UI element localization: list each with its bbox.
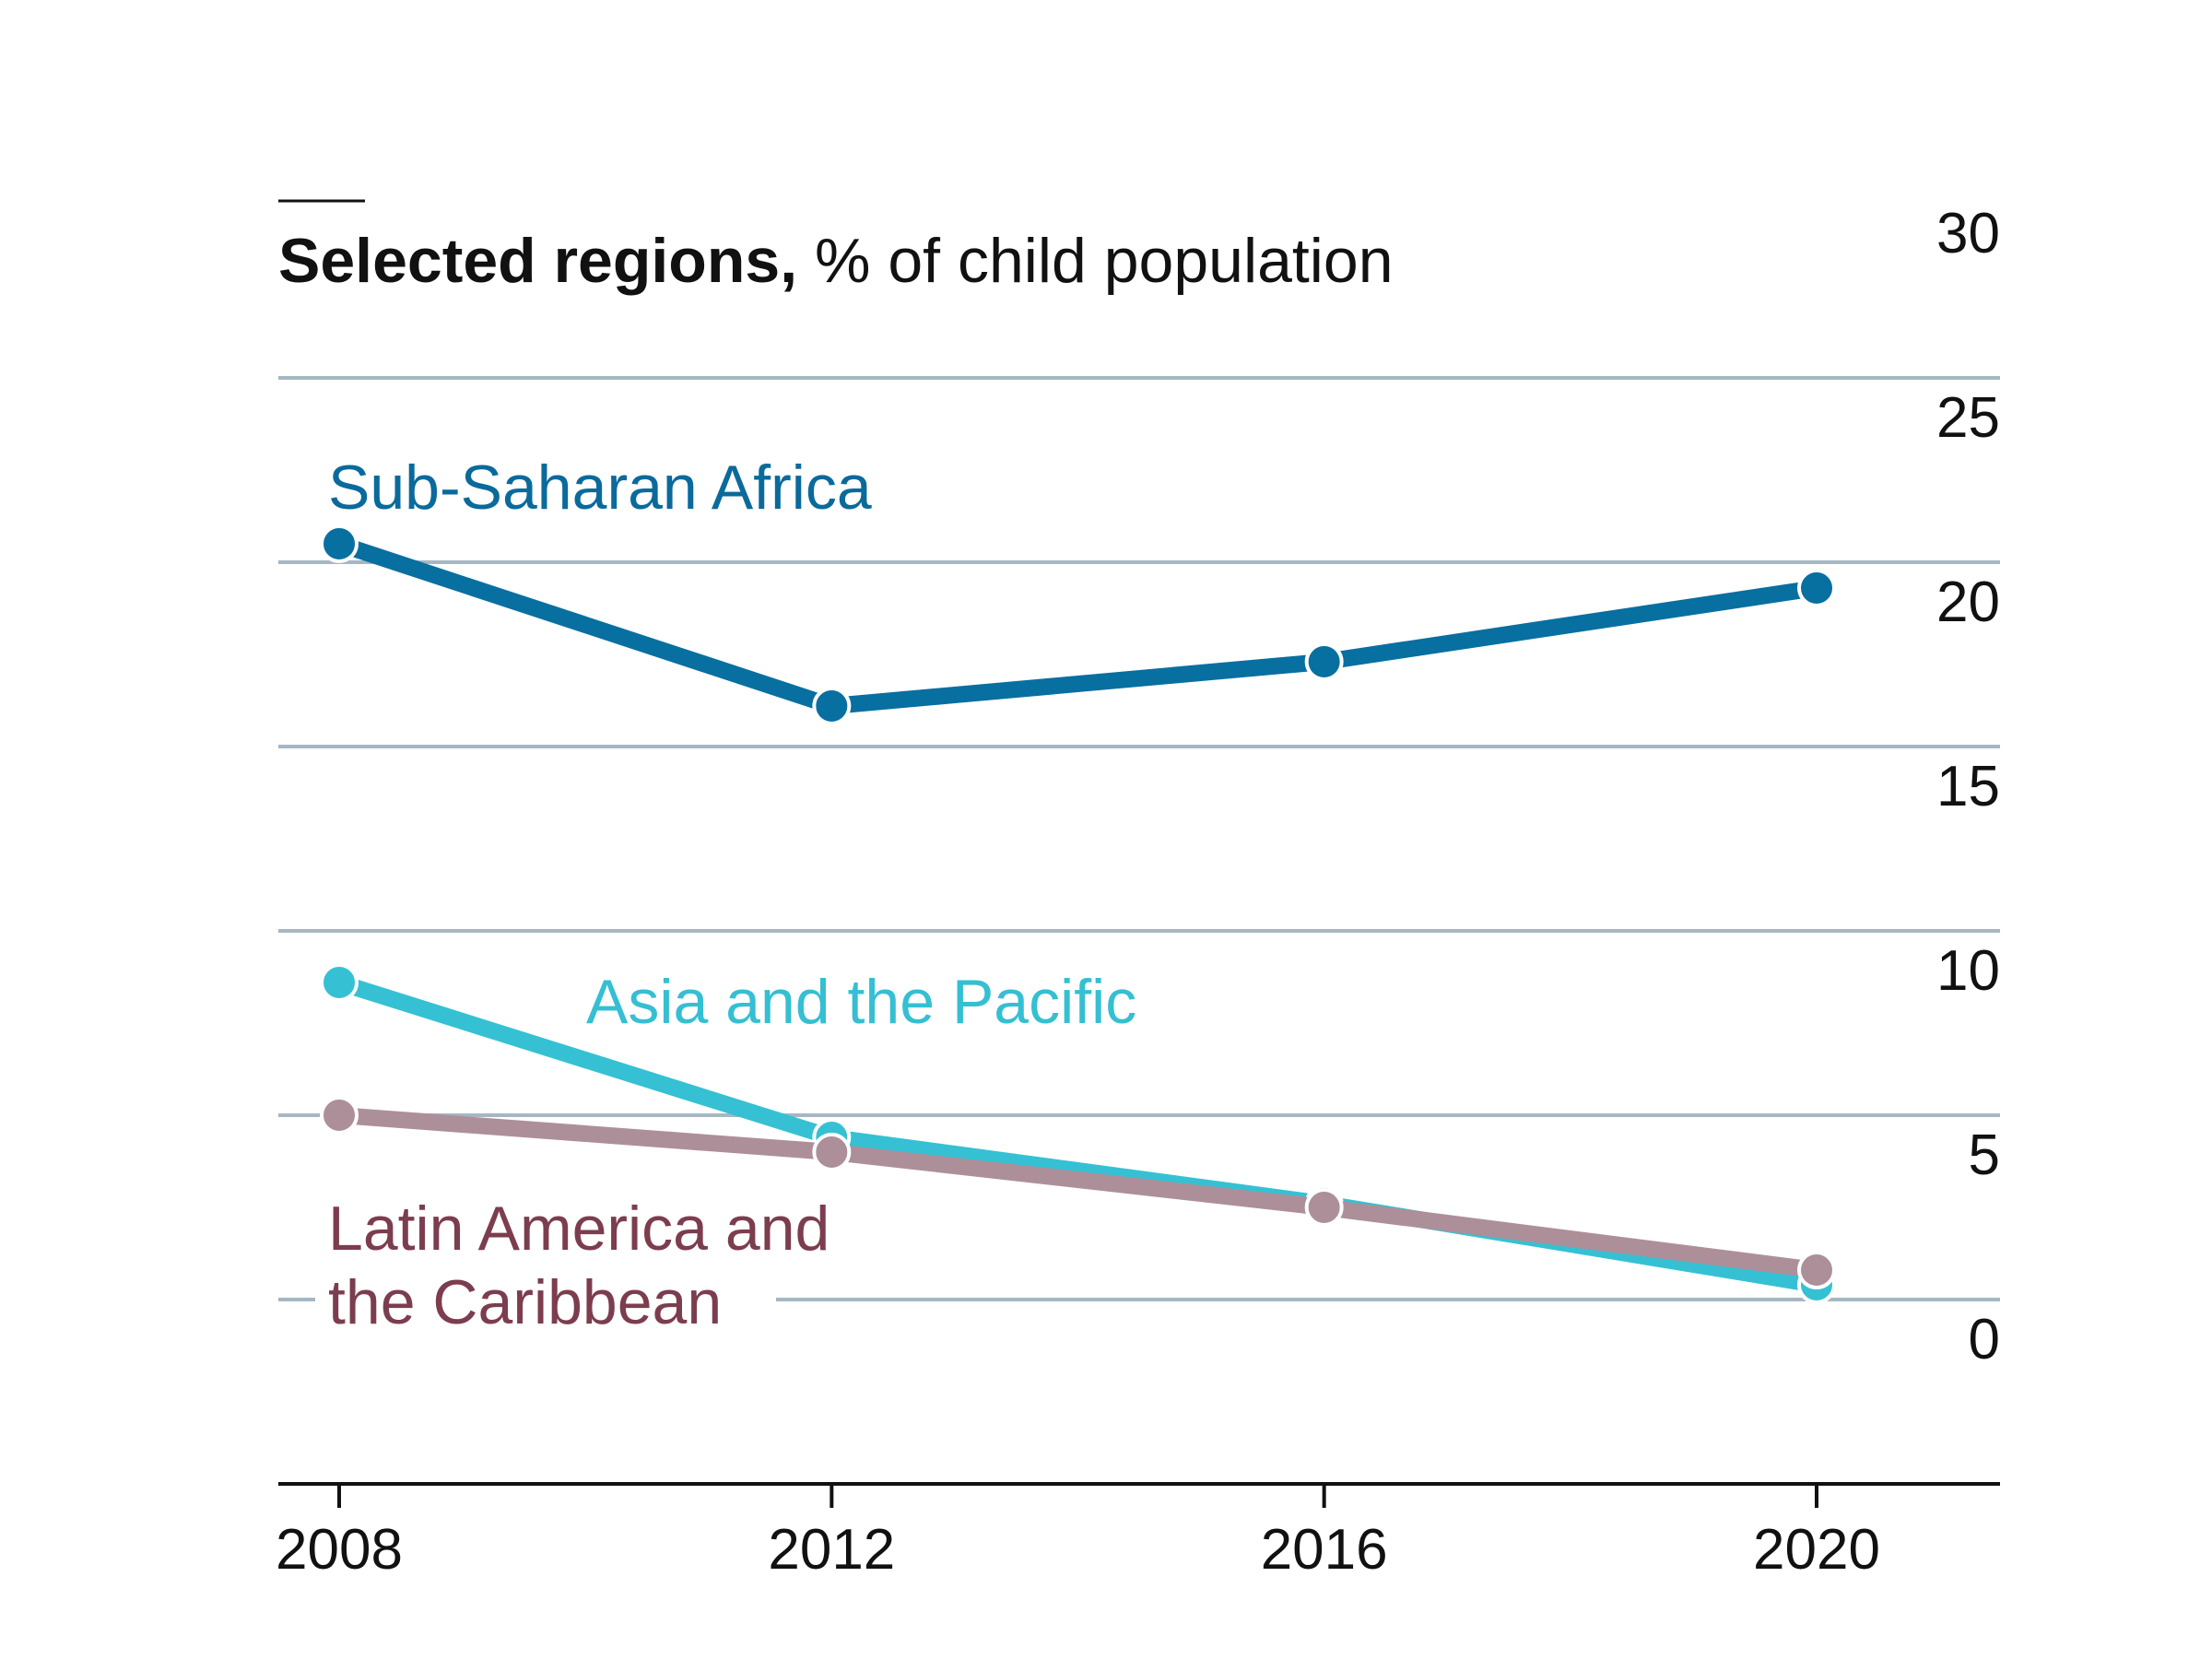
series-label-sub-saharan-africa: Sub-Saharan Africa bbox=[328, 453, 872, 523]
series-label-text-asia-and-the-pacific: Asia and the Pacific bbox=[586, 967, 1136, 1037]
data-point-sub-saharan-africa-2016 bbox=[1304, 642, 1344, 681]
data-point-asia-and-the-pacific-2008 bbox=[320, 963, 359, 1002]
series-sub-saharan-africa bbox=[320, 524, 1836, 725]
series-latin-america-and-the-caribbean bbox=[320, 1096, 1836, 1289]
series-label-text-sub-saharan-africa: Sub-Saharan Africa bbox=[328, 453, 872, 523]
series-label-latin-america-and-the-caribbean: Latin America and the Caribbean bbox=[315, 1194, 830, 1359]
series-label-text-latin-america-and-the-caribbean: Latin America and the Caribbean bbox=[328, 1194, 830, 1337]
chart-title-rest: % of child population bbox=[797, 226, 1393, 296]
series-label-line: the Caribbean bbox=[328, 1267, 722, 1337]
y-tick-label-20: 20 bbox=[1936, 571, 2000, 634]
data-point-sub-saharan-africa-2012 bbox=[812, 687, 852, 725]
chart-title-bold: Selected regions, bbox=[278, 226, 797, 296]
y-tick-label-10: 10 bbox=[1936, 939, 2000, 1003]
y-tick-label-0: 0 bbox=[1969, 1308, 2000, 1371]
y-tick-label-25: 25 bbox=[1936, 386, 2000, 450]
y-tick-label-15: 15 bbox=[1936, 755, 2000, 818]
x-tick-label-2020: 2020 bbox=[1753, 1518, 1880, 1582]
series-labels: Sub-Saharan Africa Asia and the Pacific La… bbox=[315, 453, 1136, 1359]
series-label-backdrop bbox=[315, 1283, 776, 1359]
series-label-line: Sub-Saharan Africa bbox=[328, 453, 872, 523]
series bbox=[320, 524, 1836, 1304]
gridlines bbox=[278, 376, 2000, 1301]
series-label-line: Latin America and bbox=[328, 1194, 830, 1264]
series-label-line: Asia and the Pacific bbox=[586, 967, 1136, 1037]
data-point-latin-america-and-the-caribbean-2008 bbox=[320, 1096, 359, 1135]
series-label-asia-and-the-pacific: Asia and the Pacific bbox=[586, 967, 1136, 1037]
chart-title: Selected regions, % of child population bbox=[278, 199, 1394, 296]
y-tick-label-5: 5 bbox=[1969, 1124, 2000, 1187]
series-line-sub-saharan-africa bbox=[331, 535, 1825, 714]
data-point-sub-saharan-africa-2008 bbox=[320, 524, 359, 563]
x-tick-label-2016: 2016 bbox=[1261, 1518, 1388, 1582]
x-axis: 2008 2012 2016 2020 bbox=[276, 1482, 2000, 1582]
y-tick-label-30: 30 bbox=[1936, 202, 2000, 265]
data-point-latin-america-and-the-caribbean-2012 bbox=[812, 1133, 852, 1171]
chart-title-text: Selected regions, % of child population bbox=[278, 226, 1394, 296]
data-point-latin-america-and-the-caribbean-2020 bbox=[1797, 1251, 1836, 1289]
data-point-latin-america-and-the-caribbean-2016 bbox=[1304, 1188, 1344, 1227]
x-tick-label-2012: 2012 bbox=[768, 1518, 895, 1582]
series-line-latin-america-and-the-caribbean bbox=[331, 1107, 1825, 1278]
data-point-sub-saharan-africa-2020 bbox=[1797, 569, 1836, 607]
x-tick-label-2008: 2008 bbox=[276, 1518, 403, 1582]
y-axis-tick-labels: 0 5 10 15 20 25 30 bbox=[1936, 202, 2000, 1371]
